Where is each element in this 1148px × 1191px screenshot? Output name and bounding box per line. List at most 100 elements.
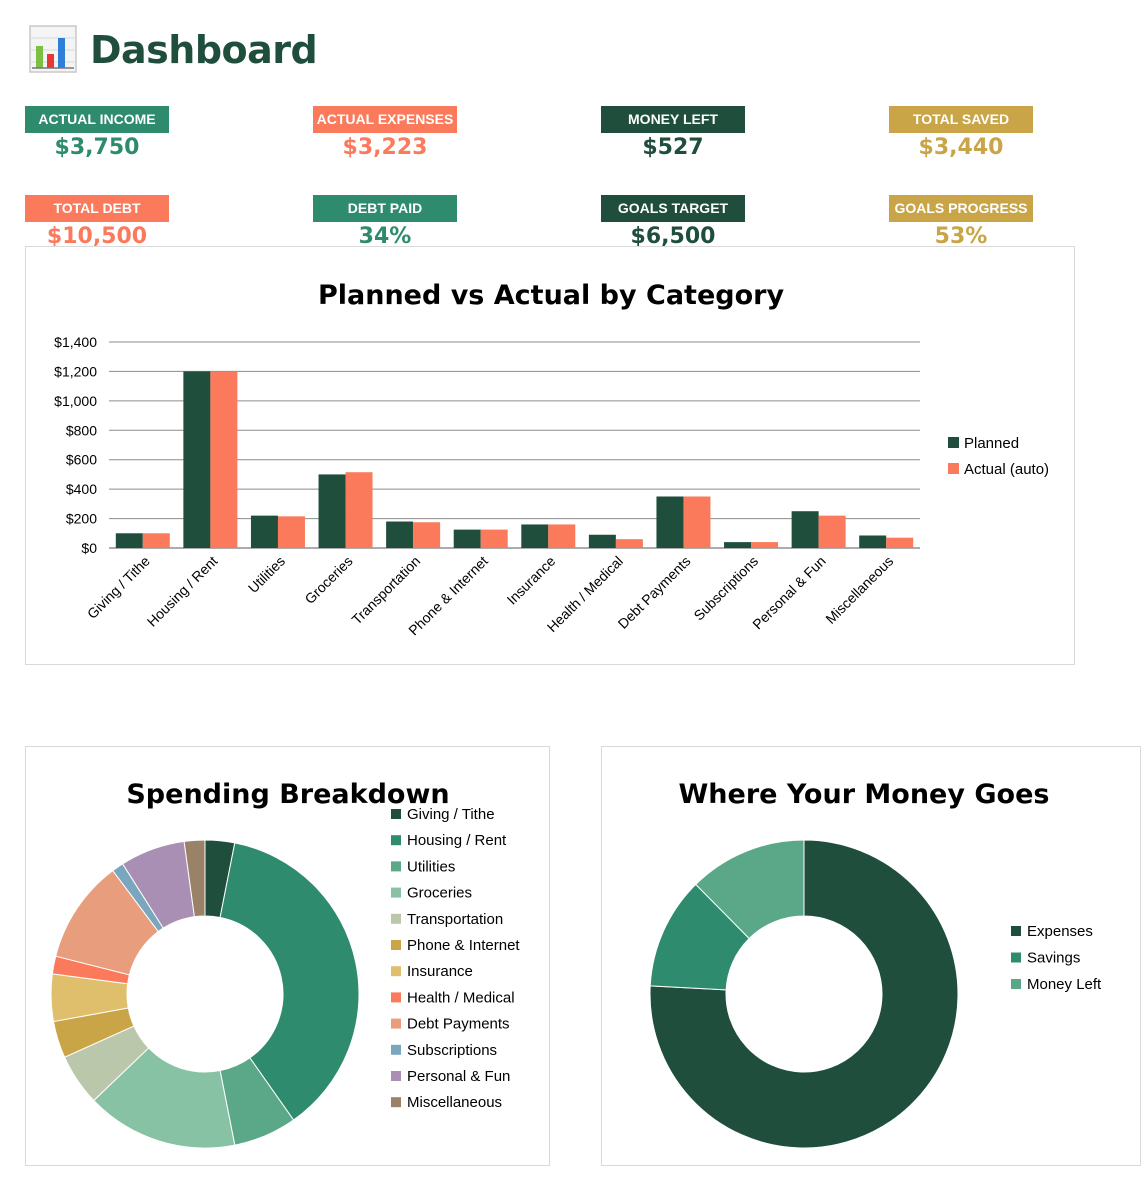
bar-planned: [791, 511, 819, 548]
legend-label: Phone & Internet: [407, 937, 520, 954]
legend-label: Utilities: [407, 858, 455, 875]
legend-swatch: [391, 887, 401, 898]
chart-title: Spending Breakdown: [126, 779, 449, 810]
x-tick-label: Subscriptions: [690, 553, 761, 624]
legend-label: Personal & Fun: [407, 1068, 510, 1085]
legend-swatch: [391, 913, 401, 924]
legend-swatch: [948, 463, 959, 474]
legend-label: Health / Medical: [407, 989, 515, 1006]
kpi-money-left: MONEY LEFT $527: [601, 106, 745, 162]
bar-planned: [318, 474, 346, 548]
legend-label: Groceries: [407, 885, 472, 902]
chart-gridlines: [109, 341, 920, 549]
bar-actual: [683, 496, 711, 548]
bar-actual: [345, 472, 373, 548]
bar-actual: [818, 515, 846, 548]
kpi-actual-expenses: ACTUAL EXPENSES $3,223: [313, 106, 457, 162]
legend-swatch: [391, 940, 401, 950]
bar-planned: [521, 524, 549, 548]
chart-legend: Giving / Tithe Housing / Rent Utilities Gro…: [391, 806, 520, 1111]
legend-swatch: [1011, 926, 1021, 936]
legend-label: Subscriptions: [407, 1042, 497, 1059]
legend-swatch: [391, 835, 401, 846]
legend-swatch: [1011, 952, 1021, 963]
kpi-total-debt: TOTAL DEBT $10,500: [25, 195, 169, 251]
x-tick-label: Personal & Fun: [749, 553, 829, 633]
legend-label: Housing / Rent: [407, 832, 507, 849]
bar-actual: [886, 537, 914, 548]
bar-actual: [413, 522, 441, 548]
y-tick-label: $200: [66, 511, 97, 527]
bar-actual: [480, 529, 508, 548]
legend-label: Savings: [1027, 950, 1080, 967]
bar-planned: [250, 515, 278, 548]
kpi-label: ACTUAL EXPENSES: [313, 106, 457, 133]
y-tick-label: $800: [66, 422, 97, 438]
legend-label: Miscellaneous: [407, 1094, 502, 1111]
y-tick-label: $1,000: [54, 393, 97, 409]
bar-chart-icon: [29, 25, 77, 73]
legend-swatch: [391, 1018, 401, 1029]
bar-actual: [615, 539, 643, 548]
chart-bars: [115, 371, 914, 548]
legend-label: Transportation: [407, 911, 503, 928]
legend-swatch: [391, 1097, 401, 1108]
bar-planned: [386, 521, 414, 548]
page-header: Dashboard: [28, 24, 318, 76]
bar-chart-canvas: Planned vs Actual by Category $0 $200 $400…: [54, 280, 1049, 639]
kpi-debt-paid: DEBT PAID 34%: [313, 195, 457, 251]
legend-swatch: [391, 966, 401, 977]
chart-legend: Expenses Savings Money Left: [1011, 923, 1102, 993]
kpi-label: DEBT PAID: [313, 195, 457, 222]
y-tick-label: $1,400: [54, 334, 97, 350]
kpi-value: $10,500: [46, 224, 148, 249]
bar-planned: [588, 534, 616, 548]
kpi-value: 34%: [358, 224, 412, 249]
kpi-value: $3,223: [342, 135, 428, 160]
kpi-goals-target: GOALS TARGET $6,500: [601, 195, 745, 251]
legend-swatch: [391, 809, 401, 819]
donut-slices: [50, 839, 360, 1149]
bar-planned: [859, 535, 887, 548]
kpi-total-saved: TOTAL SAVED $3,440: [889, 106, 1033, 162]
bar-planned: [453, 529, 481, 548]
kpi-value: $3,750: [54, 135, 140, 160]
chart-legend: Planned Actual (auto): [948, 435, 1049, 478]
x-tick-label: Housing / Rent: [144, 553, 221, 630]
legend-label: Debt Payments: [407, 1016, 510, 1033]
chart-title: Planned vs Actual by Category: [318, 280, 784, 311]
donut-slice: [649, 839, 959, 1149]
bar-planned: [656, 496, 684, 548]
legend-swatch: [1011, 979, 1021, 989]
legend-swatch: [391, 1044, 401, 1055]
x-tick-label: Insurance: [504, 553, 559, 608]
legend-swatch: [391, 1071, 401, 1081]
kpi-value: $3,440: [918, 135, 1004, 160]
x-tick-label: Debt Payments: [615, 553, 694, 632]
donut-chart-spending-breakdown[interactable]: Spending Breakdown Giving / Tithe Housing…: [25, 746, 550, 1166]
donut-chart-money-goes[interactable]: Where Your Money Goes Expenses Savings Mon…: [601, 746, 1141, 1166]
x-tick-label: Transportation: [348, 553, 423, 628]
kpi-label: ACTUAL INCOME: [25, 106, 169, 133]
legend-label: Expenses: [1027, 923, 1093, 940]
x-tick-label: Giving / Tithe: [84, 553, 153, 622]
bar-actual: [210, 371, 238, 548]
bar-chart-planned-vs-actual[interactable]: Planned vs Actual by Category $0 $200 $400…: [25, 246, 1075, 665]
x-tick-label: Utilities: [245, 553, 288, 596]
bar-actual: [751, 542, 779, 548]
legend-swatch: [948, 437, 959, 448]
y-tick-label: $600: [66, 452, 97, 468]
x-tick-label: Groceries: [301, 553, 355, 607]
x-tick-label: Miscellaneous: [822, 553, 896, 627]
kpi-actual-income: ACTUAL INCOME $3,750: [25, 106, 169, 162]
bar-planned: [183, 371, 211, 548]
legend-label: Insurance: [407, 963, 473, 980]
bar-actual: [277, 516, 305, 548]
donut-slices: [649, 839, 959, 1149]
kpi-label: GOALS PROGRESS: [889, 195, 1033, 222]
kpi-goals-progress: GOALS PROGRESS 53%: [889, 195, 1033, 251]
donut-slice: [183, 839, 206, 918]
bar-actual: [142, 533, 170, 548]
donut-slice: [695, 839, 805, 940]
